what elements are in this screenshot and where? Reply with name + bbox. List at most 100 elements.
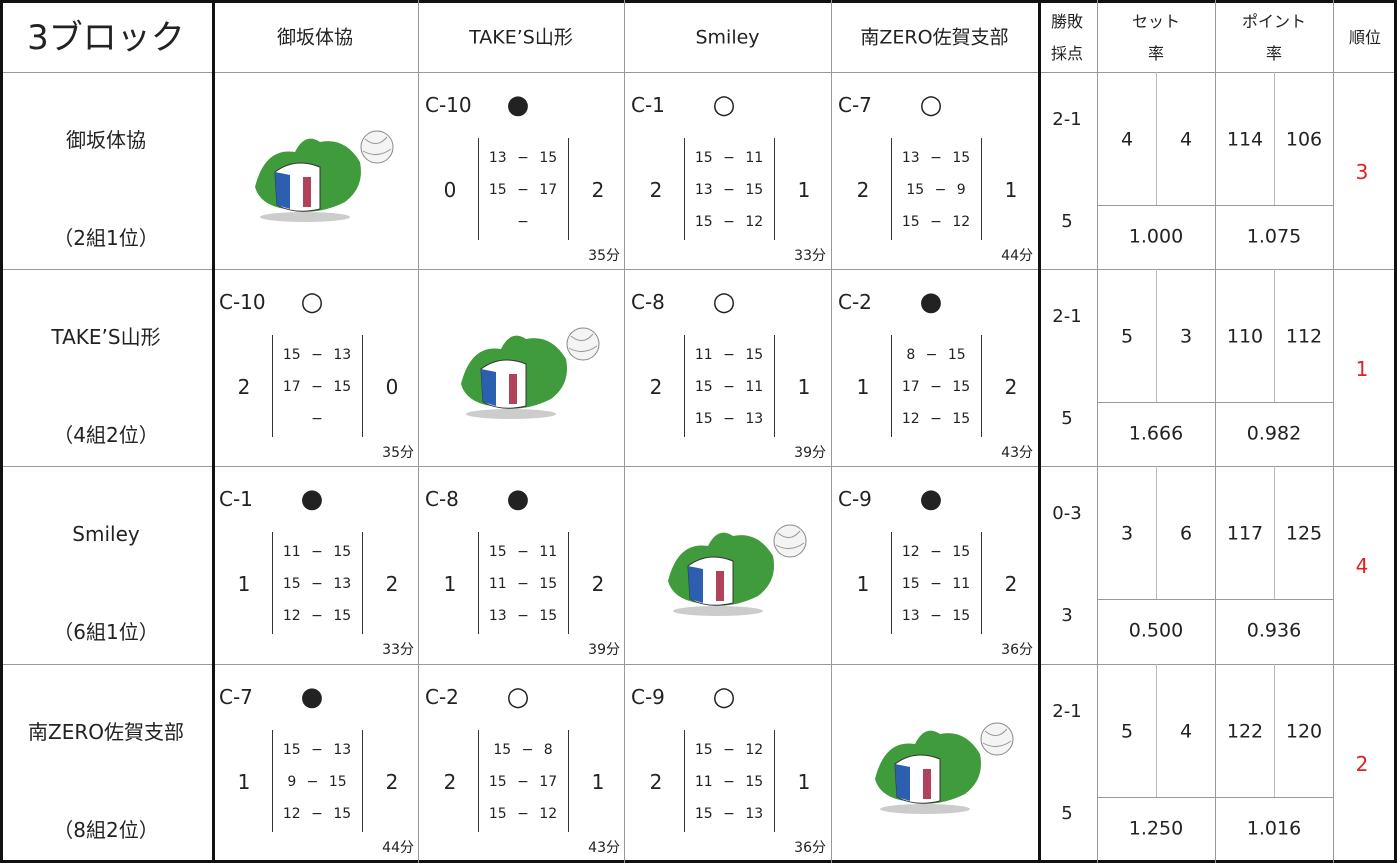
time: 39分 [794,445,826,461]
v-line [1333,0,1334,863]
set-score: 13 − 15 [488,150,558,166]
court: C-10 [219,290,266,314]
set-score: 15 − 11 [694,379,764,395]
v-line [272,532,273,634]
h-line [1097,599,1333,600]
court: C-1 [631,93,665,117]
point-rate: 0.982 [1246,422,1302,445]
v-line [1274,72,1275,205]
point-won: 122 [1226,720,1264,743]
right-sets: 2 [385,572,399,596]
set-rate: 1.250 [1128,817,1184,840]
set-score: 15 − 12 [901,214,971,230]
time: 39分 [588,642,620,658]
point-rate: 1.075 [1246,225,1302,248]
v-line [1097,0,1098,863]
v-line [272,335,273,437]
team-group: （2組1位） [53,226,159,250]
v-line [568,138,569,240]
set-score: 17 − 15 [282,379,352,395]
v-line [568,532,569,634]
set-score: − [517,214,529,230]
v-line [1274,664,1275,797]
set-score: 15 − 13 [282,347,352,363]
v-line [1394,0,1397,863]
set-score: 15 − 13 [694,411,764,427]
set-score: 15 − 8 [493,742,553,758]
record: 0-3 [1052,503,1082,524]
v-line [981,335,982,437]
left-sets: 2 [649,770,663,794]
left-sets: 1 [856,375,870,399]
right-sets: 1 [797,770,811,794]
rank: 1 [1355,357,1369,381]
h-line [1097,205,1333,206]
set-rate: 1.000 [1128,225,1184,248]
time: 44分 [1001,248,1033,264]
court: C-10 [425,93,472,117]
v-line [362,335,363,437]
v-line [1156,72,1157,205]
set-score: 12 − 15 [282,806,352,822]
v-line [774,730,775,832]
court: C-2 [425,685,459,709]
right-sets: 1 [797,375,811,399]
left-sets: 2 [856,178,870,202]
set-won: 4 [1120,128,1134,151]
team-group: （6組1位） [53,620,159,644]
set-score: 15 − 12 [694,742,764,758]
point-rate: 0.936 [1246,619,1302,642]
right-sets: 2 [591,178,605,202]
rank: 3 [1355,160,1369,184]
v-line [774,335,775,437]
v-line [684,335,685,437]
team-header: 南ZERO佐賀支部 [860,26,1009,49]
set-score: 11 − 15 [488,576,558,592]
set-won: 5 [1120,325,1134,348]
v-line [362,532,363,634]
v-line [891,335,892,437]
rank: 4 [1355,554,1369,578]
v-line [478,138,479,240]
point-lost: 120 [1285,720,1323,743]
result: ○ [712,90,736,120]
team-header: Smiley [695,26,760,49]
court: C-9 [631,685,665,709]
set-label: 率 [1147,44,1165,63]
set-score: 12 − 15 [901,544,971,560]
point-lost: 112 [1285,325,1323,348]
set-lost: 4 [1179,128,1193,151]
left-sets: 2 [649,375,663,399]
left-sets: 2 [443,770,457,794]
rank: 2 [1355,752,1369,776]
set-score: 9 − 15 [287,774,347,790]
team-name: 御坂体協 [66,128,146,152]
left-sets: 1 [237,572,251,596]
result: ● [506,484,530,514]
mascot [235,117,395,227]
block-title: 3ブロック [27,18,185,58]
h-line [0,860,1397,863]
court: C-8 [425,487,459,511]
v-line [478,532,479,634]
set-rate: 1.666 [1128,422,1184,445]
mascot [441,314,601,424]
record-label: 勝敗 [1050,12,1084,31]
point-lost: 125 [1285,522,1323,545]
result: ● [919,287,943,317]
team-name: Smiley [72,522,140,546]
score: 5 [1061,211,1073,232]
set-score: 15 − 12 [694,214,764,230]
result: ● [300,682,324,712]
point-label: ポイント [1241,12,1307,31]
v-line [981,138,982,240]
set-score: 11 − 15 [694,347,764,363]
mascot-art [874,722,1013,814]
v-line [684,138,685,240]
right-sets: 2 [385,770,399,794]
set-score: 15 − 13 [282,576,352,592]
left-sets: 0 [443,178,457,202]
team-header: 御坂体協 [276,26,354,49]
v-line [568,730,569,832]
score: 5 [1061,408,1073,429]
